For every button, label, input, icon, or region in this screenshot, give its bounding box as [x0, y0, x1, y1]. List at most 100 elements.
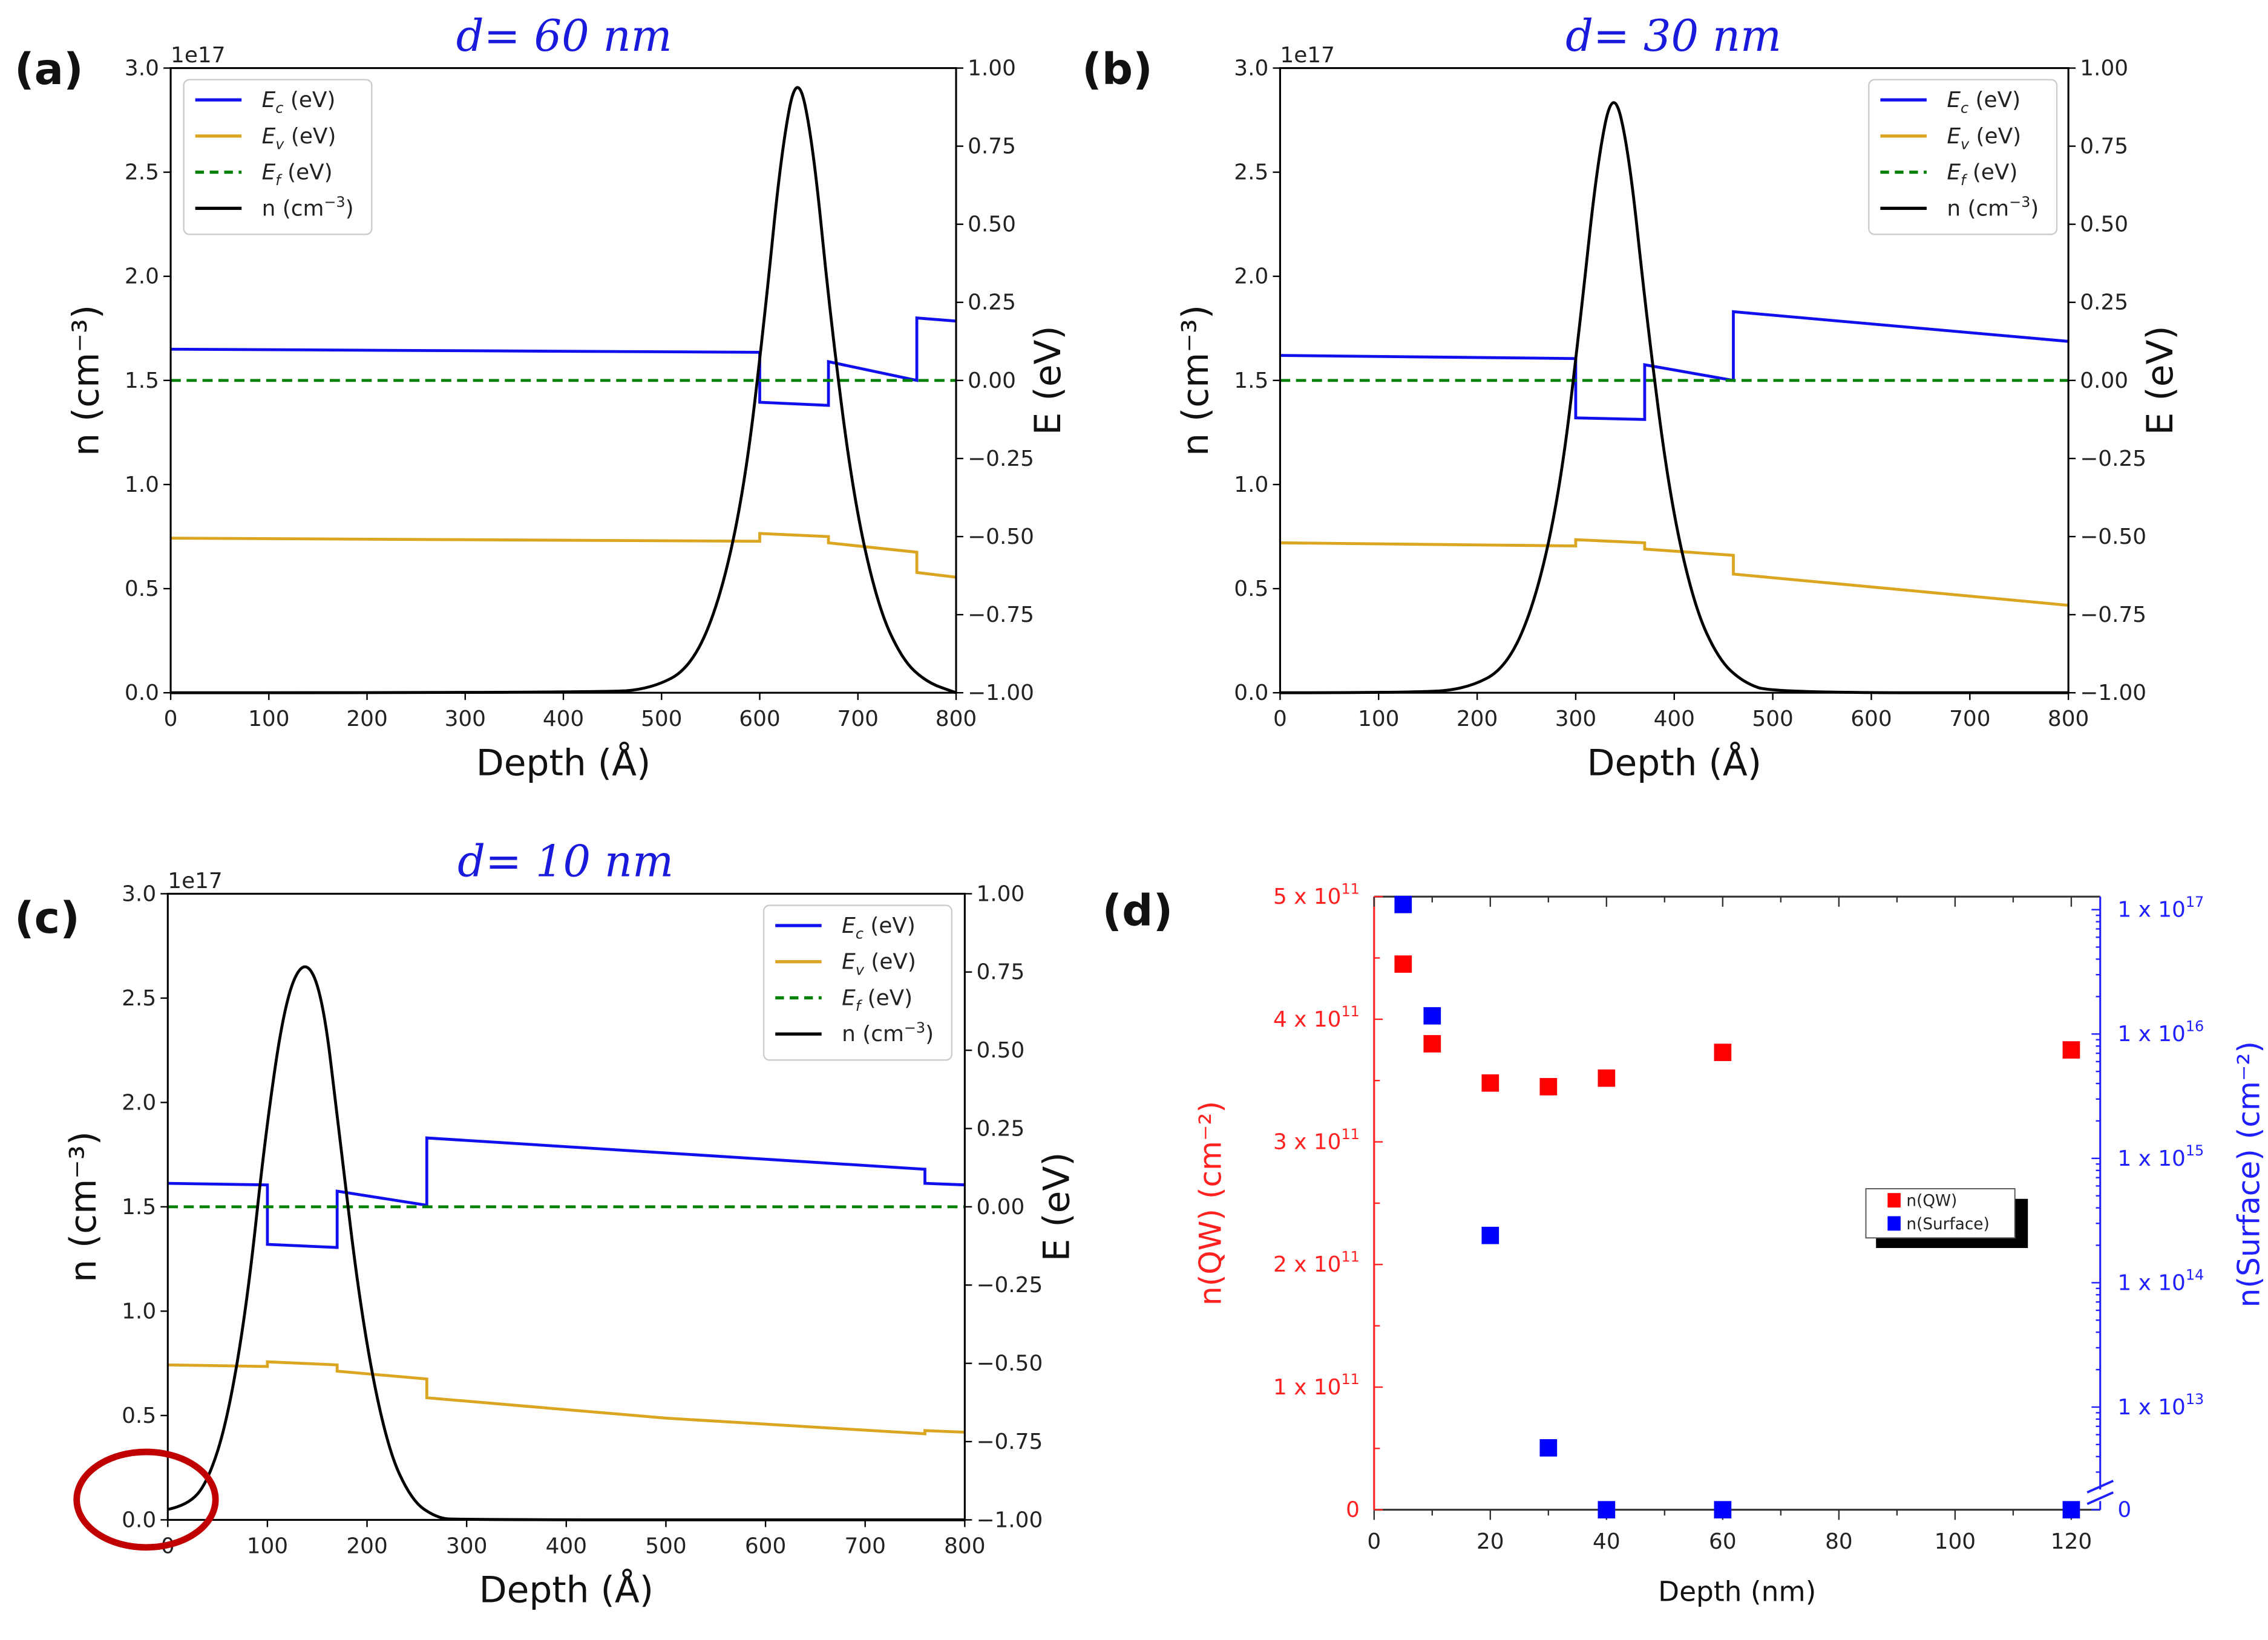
offset-text: 1e17	[168, 869, 222, 894]
y-right-axis-label: E (eV)	[1036, 1152, 1078, 1261]
y-right-tick-label: 0.00	[2080, 368, 2128, 393]
y-tick-label: 0.5	[1234, 577, 1268, 601]
legend-label: Ef (eV)	[1947, 160, 2017, 189]
legend-box	[183, 79, 373, 235]
data-point-nsurface	[1598, 1501, 1616, 1519]
series-line-ecev	[168, 1136, 965, 1249]
y-right-tick-label: 0.00	[976, 1195, 1024, 1220]
data-point-nsurface	[1394, 895, 1412, 913]
series-line-ncm	[167, 965, 965, 1521]
y-right-tick-label: 1 x 1017	[2117, 894, 2204, 923]
panel-label-b: (b)	[1082, 44, 1153, 94]
y-right-axis-label: E (eV)	[1027, 325, 1069, 435]
y-axis-label: n(QW) (cm⁻²)	[1192, 1101, 1228, 1305]
y-right-axis-label: E (eV)	[2140, 325, 2181, 435]
y-right-tick-label: 1.00	[2080, 56, 2128, 80]
y-tick-label: 2.0	[125, 264, 159, 289]
x-axis-label: Depth (Å)	[479, 1569, 654, 1612]
legend-label: Ev (eV)	[262, 124, 336, 153]
legend-label: n(Surface)	[1906, 1215, 1989, 1233]
offset-text: 1e17	[171, 43, 225, 68]
x-tick-label: 800	[944, 1534, 985, 1558]
legend-item: Ec (eV)	[775, 913, 916, 943]
offset-text: 1e17	[1280, 43, 1334, 68]
data-point-nsurface	[1539, 1439, 1558, 1457]
data-point-nsurface	[1481, 1226, 1499, 1244]
y-tick-label: 1.5	[1234, 368, 1268, 393]
y-tick-label: 1.0	[1234, 472, 1268, 497]
y-right-tick-label: 0.50	[2080, 212, 2128, 237]
y-right-tick-label: −0.50	[2080, 524, 2146, 549]
chart-title: d= 10 nm	[457, 836, 674, 887]
y-tick-label: 0.0	[1234, 681, 1268, 705]
legend-item: Ef (eV)	[1880, 160, 2017, 189]
legend-label: n (cm−3)	[262, 194, 354, 221]
x-tick-label: 700	[844, 1534, 885, 1558]
y-tick-label: 1.5	[122, 1195, 156, 1220]
legend-label: Ec (eV)	[262, 88, 336, 117]
data-point-nsurface	[1714, 1501, 1732, 1519]
x-tick-label: 200	[346, 1534, 387, 1558]
chart-panel-d: 0 20 40 60 80 100 120 0 1 x 1011 2 x 1011 3 x 1011…	[1192, 880, 2266, 1607]
y-tick-label: 1.0	[122, 1299, 156, 1324]
y-right-tick-label: −1.00	[2080, 681, 2146, 705]
legend-item: Ec (eV)	[195, 88, 336, 117]
y-right-tick-label: 0.75	[968, 134, 1016, 159]
legend-item: Ev (eV)	[195, 124, 336, 153]
data-point-nqw	[1423, 1035, 1441, 1053]
series-line-ecev	[171, 316, 957, 407]
y-tick-label: 4 x 1011	[1273, 1003, 1360, 1032]
y-tick-label: 0.5	[122, 1403, 156, 1428]
legend-label: Ef (eV)	[842, 985, 913, 1014]
y-right-tick-label: 0.25	[968, 290, 1016, 315]
legend: Ec (eV) Ev (eV) Ef (eV) n (cm−3)	[183, 79, 373, 235]
data-point-nqw	[2062, 1041, 2080, 1059]
x-tick-label: 400	[543, 707, 584, 731]
y-right-tick-label: −1.00	[976, 1508, 1043, 1532]
series-line-ncm	[171, 86, 957, 694]
x-tick-label: 600	[745, 1534, 786, 1558]
y-tick-label: 3.0	[125, 56, 159, 80]
axis-break-icon	[2086, 1480, 2114, 1505]
legend-box	[762, 904, 953, 1061]
y-right-tick-label: 1 x 1013	[2117, 1391, 2204, 1420]
y-tick-label: 2.5	[125, 160, 159, 185]
x-tick-label: 100	[247, 1534, 288, 1558]
data-point-nsurface	[2062, 1501, 2080, 1519]
chart-panel-a: d= 60 nm 1e17 0 100 200 300 400 500 600 700 800 0.0…	[66, 10, 1070, 785]
y-right-tick-label: 0	[2117, 1498, 2131, 1523]
y-right-axis-label: n(Surface) (cm⁻²)	[2231, 1041, 2267, 1307]
x-tick-label: 80	[1825, 1529, 1853, 1554]
series-line-evev	[1280, 538, 2069, 607]
chart-panel-b: d= 30 nm 1e17 0 100 200 300 400 500 600 700 800 0.0…	[1175, 10, 2181, 785]
x-tick-label: 200	[1457, 707, 1498, 731]
legend-item: n (cm−3)	[1880, 194, 2039, 221]
y-tick-label: 3.0	[122, 881, 156, 906]
y-right-tick-label: −0.25	[2080, 446, 2146, 471]
y-tick-label: 0	[1346, 1498, 1360, 1523]
y-tick-label: 3.0	[1234, 56, 1268, 80]
x-tick-label: 20	[1476, 1529, 1504, 1554]
x-tick-label: 600	[1850, 707, 1892, 731]
x-tick-label: 700	[837, 707, 879, 731]
data-point-nqw	[1394, 955, 1412, 973]
data-point-nqw	[1598, 1069, 1616, 1087]
legend-swatch	[1887, 1193, 1901, 1208]
y-right-tick-label: −0.75	[2080, 603, 2146, 627]
legend: Ec (eV) Ev (eV) Ef (eV) n (cm−3)	[1868, 79, 2058, 235]
legend-label: Ec (eV)	[1947, 88, 2021, 117]
x-tick-label: 400	[546, 1534, 587, 1558]
panel-label-c: (c)	[15, 892, 80, 943]
x-tick-label: 500	[641, 707, 682, 731]
legend-label: Ev (eV)	[1947, 124, 2021, 153]
y-tick-label: 0.0	[122, 1508, 156, 1532]
y-axis-label: n (cm⁻³)	[63, 1131, 105, 1282]
x-tick-label: 200	[346, 707, 387, 731]
x-tick-label: 400	[1654, 707, 1695, 731]
chart-title: d= 30 nm	[1565, 10, 1781, 61]
x-tick-label: 100	[1935, 1529, 1976, 1554]
x-tick-label: 500	[645, 1534, 686, 1558]
x-tick-label: 600	[739, 707, 780, 731]
y-right-tick-label: 1.00	[968, 56, 1016, 80]
